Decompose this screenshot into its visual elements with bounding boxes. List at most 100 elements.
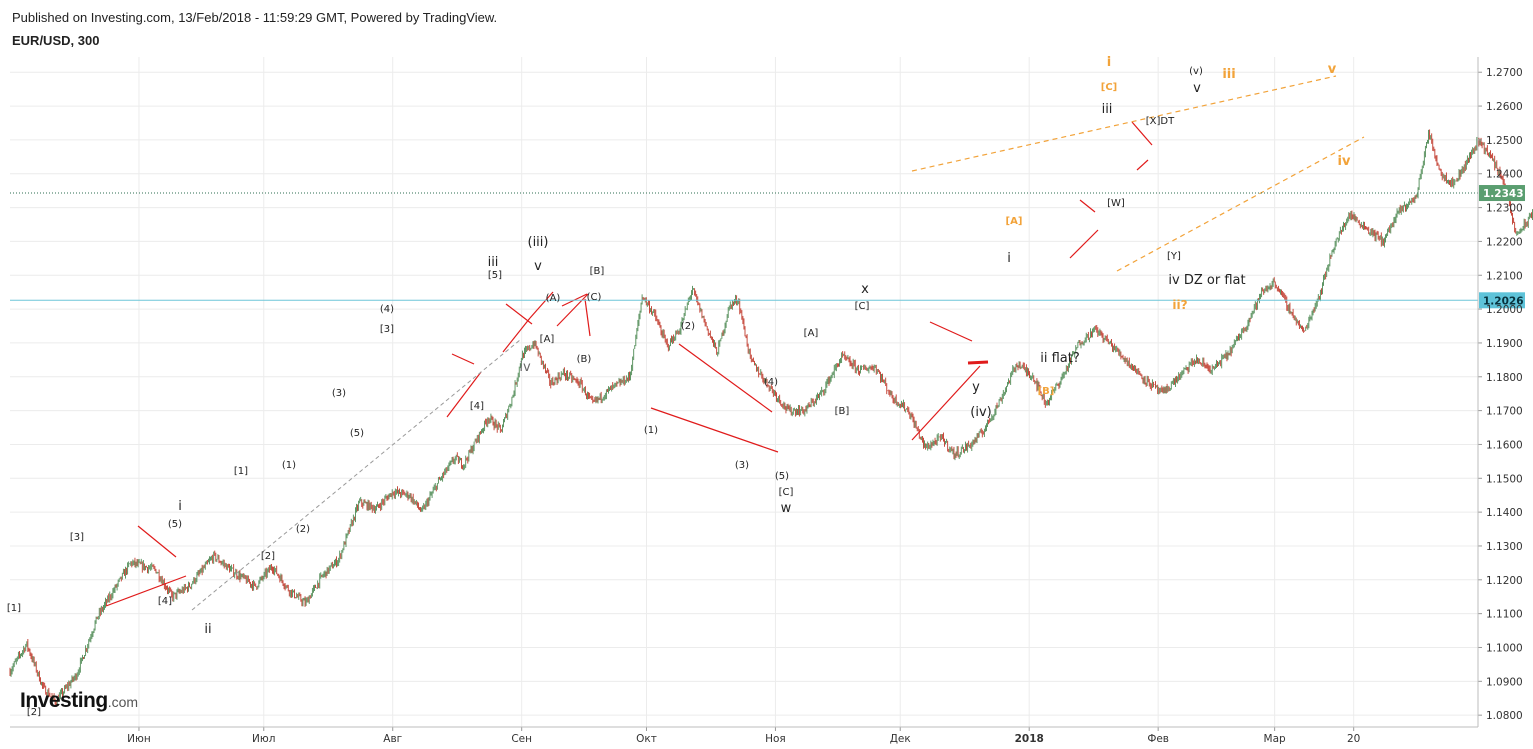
y-tick-label: 1.2700 — [1486, 67, 1523, 79]
wave-label: iv — [1338, 154, 1351, 169]
wave-label: [W] — [1107, 198, 1125, 209]
y-tick-label: 1.0900 — [1486, 676, 1523, 688]
wave-label: (2) — [296, 524, 310, 535]
red-trendline — [505, 303, 533, 325]
red-marker — [967, 360, 989, 365]
red-trendline — [451, 353, 475, 365]
wave-label: iii — [488, 255, 499, 270]
investing-logo: Investing.com — [20, 689, 138, 713]
y-tick-label: 1.1000 — [1486, 642, 1523, 654]
y-tick-label: 1.1300 — [1486, 541, 1523, 553]
red-trendline — [556, 293, 589, 327]
axes: 1.2700 1.2600 1.2500 1.2400 1.2300 1.2200 1.21… — [10, 57, 1523, 745]
y-tick-label: 1.1100 — [1486, 609, 1523, 621]
wave-label: [A] — [540, 334, 555, 345]
wave-label: [B] — [835, 406, 850, 417]
wave-label: [3] — [380, 324, 394, 335]
y-tick-label: 1.1900 — [1486, 338, 1523, 350]
wave-label: [4] — [470, 401, 484, 412]
red-trendline — [1136, 159, 1149, 171]
y-tick-label: 1.2300 — [1486, 203, 1523, 215]
wave-label: [B] — [590, 266, 605, 277]
wave-label: (2) — [681, 321, 695, 332]
y-tick-label: 1.1400 — [1486, 507, 1523, 519]
wave-label: (iv) — [970, 405, 991, 420]
wave-label: [2] — [27, 707, 41, 718]
wave-label: [5] — [488, 270, 502, 281]
orange-dashed-lower — [1116, 136, 1365, 272]
red-trendline — [105, 575, 187, 607]
x-tick-label: Окт — [636, 733, 657, 745]
wave-label: iv — [519, 360, 531, 375]
wave-label: v — [1193, 81, 1201, 96]
wave-label: [4] — [158, 596, 172, 607]
trendline-drawings — [105, 75, 1365, 611]
wave-label: (iii) — [528, 235, 549, 250]
x-tick-label: Авг — [383, 733, 402, 745]
x-tick-label: Сен — [511, 733, 532, 745]
wave-label: (5) — [775, 471, 789, 482]
y-tick-label: 1.1800 — [1486, 372, 1523, 384]
wave-label: [1] — [234, 466, 248, 477]
last-price-label: 1.2343 — [1483, 188, 1524, 200]
wave-label: iii — [1222, 67, 1235, 82]
x-tick-label: 20 — [1347, 733, 1360, 745]
price-levels: 1.2026 1.2343 — [10, 185, 1525, 309]
wave-label: ii? — [1172, 298, 1187, 312]
wave-label: w — [781, 501, 792, 516]
logo-suffix: .com — [107, 694, 139, 710]
wave-label: iii — [1102, 102, 1113, 117]
wave-label: (5) — [350, 428, 364, 439]
y-tick-label: 1.2600 — [1486, 101, 1523, 113]
wave-label: ii — [204, 622, 211, 637]
level-price-tag — [1479, 292, 1525, 309]
y-tick-label: 1.2100 — [1486, 270, 1523, 282]
published-caption: Published on Investing.com, 13/Feb/2018 … — [12, 10, 498, 25]
wave-label: (5) — [168, 519, 182, 530]
wave-label: i — [1107, 55, 1111, 70]
y-tick-label: 1.0800 — [1486, 710, 1523, 722]
last-price-tag — [1479, 185, 1525, 202]
wave-label: [C] — [1101, 82, 1117, 93]
wave-label: [1] — [7, 603, 21, 614]
grid-lines — [10, 57, 1478, 727]
red-trendline — [529, 291, 554, 319]
wave-label: (3) — [332, 388, 346, 399]
red-trendline — [502, 317, 531, 353]
wave-label: v — [1328, 62, 1337, 77]
red-trendline — [446, 371, 482, 418]
red-trendline — [1069, 229, 1099, 259]
y-tick-label: 1.1500 — [1486, 473, 1523, 485]
wave-label: [2] — [261, 551, 275, 562]
wave-label: (3) — [735, 460, 749, 471]
wave-label: (4) — [764, 377, 778, 388]
wave-label: (A) — [546, 293, 561, 304]
y-tick-label: 1.2500 — [1486, 135, 1523, 147]
x-tick-label: Фев — [1147, 733, 1169, 745]
y-tick-label: 1.1200 — [1486, 575, 1523, 587]
wave-label: (4) — [380, 304, 394, 315]
wave-label: [X]DT — [1146, 116, 1175, 127]
wave-label: (1) — [644, 425, 658, 436]
wave-label: [3] — [70, 532, 84, 543]
red-trendline — [929, 321, 973, 342]
y-tick-label: 1.1600 — [1486, 439, 1523, 451]
wave-label: i — [178, 499, 182, 514]
red-trendline — [678, 343, 773, 413]
wave-label: (v) — [1189, 66, 1203, 77]
level-price-label: 1.2026 — [1483, 295, 1524, 307]
wave-label: [Y] — [1167, 251, 1181, 262]
wave-label: i — [1007, 251, 1011, 266]
red-trendline — [650, 407, 779, 453]
x-tick-label: Мар — [1264, 733, 1286, 745]
y-tick-label: 1.2000 — [1486, 304, 1523, 316]
wave-label: [A] — [804, 328, 819, 339]
wave-label: [C] — [855, 301, 870, 312]
wave-label: iv DZ or flat — [1168, 273, 1245, 288]
wave-label: ii flat? — [1040, 351, 1080, 366]
grey-dashed-trendline — [191, 339, 521, 611]
wave-label: (B) — [577, 354, 592, 365]
red-trendline — [1131, 121, 1153, 146]
symbol-title: EUR/USD, 300 — [12, 33, 100, 48]
